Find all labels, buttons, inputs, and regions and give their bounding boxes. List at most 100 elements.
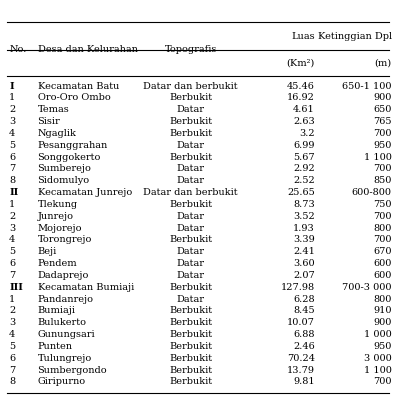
Text: 700: 700 xyxy=(373,377,392,386)
Text: Bulukerto: Bulukerto xyxy=(38,318,87,327)
Text: Sisir: Sisir xyxy=(38,117,60,126)
Text: 3.2: 3.2 xyxy=(299,129,315,138)
Text: 127.98: 127.98 xyxy=(281,283,315,292)
Text: 2.46: 2.46 xyxy=(293,342,315,351)
Text: Berbukit: Berbukit xyxy=(169,153,212,162)
Text: Datar: Datar xyxy=(177,247,205,256)
Text: 600: 600 xyxy=(373,259,392,268)
Text: Torongrejo: Torongrejo xyxy=(38,235,92,244)
Text: Berbukit: Berbukit xyxy=(169,377,212,386)
Text: 6: 6 xyxy=(9,259,15,268)
Text: 3.52: 3.52 xyxy=(293,212,315,221)
Text: 1 100: 1 100 xyxy=(364,153,392,162)
Text: 13.79: 13.79 xyxy=(287,366,315,375)
Text: Berbukit: Berbukit xyxy=(169,283,212,292)
Text: 1: 1 xyxy=(9,200,15,209)
Text: 950: 950 xyxy=(373,342,392,351)
Text: 7: 7 xyxy=(9,271,15,280)
Text: 2.07: 2.07 xyxy=(293,271,315,280)
Text: Berbukit: Berbukit xyxy=(169,200,212,209)
Text: 800: 800 xyxy=(373,224,392,233)
Text: Mojorejo: Mojorejo xyxy=(38,224,82,233)
Text: 600: 600 xyxy=(373,271,392,280)
Text: Kecamatan Bumiaji: Kecamatan Bumiaji xyxy=(38,283,134,292)
Text: 4: 4 xyxy=(9,235,15,244)
Text: 25.65: 25.65 xyxy=(287,188,315,197)
Text: Datar: Datar xyxy=(177,271,205,280)
Text: 650-1 100: 650-1 100 xyxy=(342,82,392,91)
Text: 4: 4 xyxy=(9,330,15,339)
Text: Pesanggrahan: Pesanggrahan xyxy=(38,141,108,150)
Text: Kecamatan Batu: Kecamatan Batu xyxy=(38,82,119,91)
Text: (m): (m) xyxy=(375,59,392,68)
Text: 700: 700 xyxy=(373,212,392,221)
Text: Dadaprejo: Dadaprejo xyxy=(38,271,89,280)
Text: 1: 1 xyxy=(9,295,15,304)
Text: (Km²): (Km²) xyxy=(286,59,315,68)
Text: 910: 910 xyxy=(373,306,392,315)
Text: Datar: Datar xyxy=(177,141,205,150)
Text: Sumbergondo: Sumbergondo xyxy=(38,366,107,375)
Text: Ngaglik: Ngaglik xyxy=(38,129,76,138)
Text: Kecamatan Junrejo: Kecamatan Junrejo xyxy=(38,188,132,197)
Text: Berbukit: Berbukit xyxy=(169,117,212,126)
Text: Datar dan berbukit: Datar dan berbukit xyxy=(143,82,238,91)
Text: 6: 6 xyxy=(9,153,15,162)
Text: Gunungsari: Gunungsari xyxy=(38,330,95,339)
Text: Datar: Datar xyxy=(177,224,205,233)
Text: Oro-Oro Ombo: Oro-Oro Ombo xyxy=(38,93,110,102)
Text: 3.39: 3.39 xyxy=(293,235,315,244)
Text: 2: 2 xyxy=(9,105,15,114)
Text: Pendem: Pendem xyxy=(38,259,77,268)
Text: Temas: Temas xyxy=(38,105,69,114)
Text: 4: 4 xyxy=(9,129,15,138)
Text: 2.52: 2.52 xyxy=(293,176,315,185)
Text: 6.28: 6.28 xyxy=(293,295,315,304)
Text: Songgokerto: Songgokerto xyxy=(38,153,101,162)
Text: 8.73: 8.73 xyxy=(293,200,315,209)
Text: 700: 700 xyxy=(373,235,392,244)
Text: Sidomulyo: Sidomulyo xyxy=(38,176,90,185)
Text: No.: No. xyxy=(9,45,26,54)
Text: 5.67: 5.67 xyxy=(293,153,315,162)
Text: Berbukit: Berbukit xyxy=(169,93,212,102)
Text: Berbukit: Berbukit xyxy=(169,235,212,244)
Text: Punten: Punten xyxy=(38,342,73,351)
Text: 5: 5 xyxy=(9,141,15,150)
Text: 9.81: 9.81 xyxy=(293,377,315,386)
Text: I: I xyxy=(9,82,14,91)
Text: 2.92: 2.92 xyxy=(293,164,315,173)
Text: 70.24: 70.24 xyxy=(287,354,315,363)
Text: 2.41: 2.41 xyxy=(293,247,315,256)
Text: 7: 7 xyxy=(9,366,15,375)
Text: Berbukit: Berbukit xyxy=(169,366,212,375)
Text: Sumberejo: Sumberejo xyxy=(38,164,91,173)
Text: 2: 2 xyxy=(9,212,15,221)
Text: Berbukit: Berbukit xyxy=(169,342,212,351)
Text: 2: 2 xyxy=(9,306,15,315)
Text: Berbukit: Berbukit xyxy=(169,306,212,315)
Text: Ketinggian Dpl: Ketinggian Dpl xyxy=(318,32,392,41)
Text: Berbukit: Berbukit xyxy=(169,129,212,138)
Text: Datar: Datar xyxy=(177,212,205,221)
Text: Giripurno: Giripurno xyxy=(38,377,86,386)
Text: 6.88: 6.88 xyxy=(293,330,315,339)
Text: Datar: Datar xyxy=(177,164,205,173)
Text: 600-800: 600-800 xyxy=(352,188,392,197)
Text: 5: 5 xyxy=(9,342,15,351)
Text: 8: 8 xyxy=(9,176,15,185)
Text: 1 100: 1 100 xyxy=(364,366,392,375)
Text: 800: 800 xyxy=(373,295,392,304)
Text: Junrejo: Junrejo xyxy=(38,212,73,221)
Text: 6: 6 xyxy=(9,354,15,363)
Text: 765: 765 xyxy=(373,117,392,126)
Text: 850: 850 xyxy=(373,176,392,185)
Text: 7: 7 xyxy=(9,164,15,173)
Text: 900: 900 xyxy=(373,318,392,327)
Text: Topografis: Topografis xyxy=(164,45,217,54)
Text: 3.60: 3.60 xyxy=(293,259,315,268)
Text: 16.92: 16.92 xyxy=(287,93,315,102)
Text: Berbukit: Berbukit xyxy=(169,330,212,339)
Text: 900: 900 xyxy=(373,93,392,102)
Text: Berbukit: Berbukit xyxy=(169,318,212,327)
